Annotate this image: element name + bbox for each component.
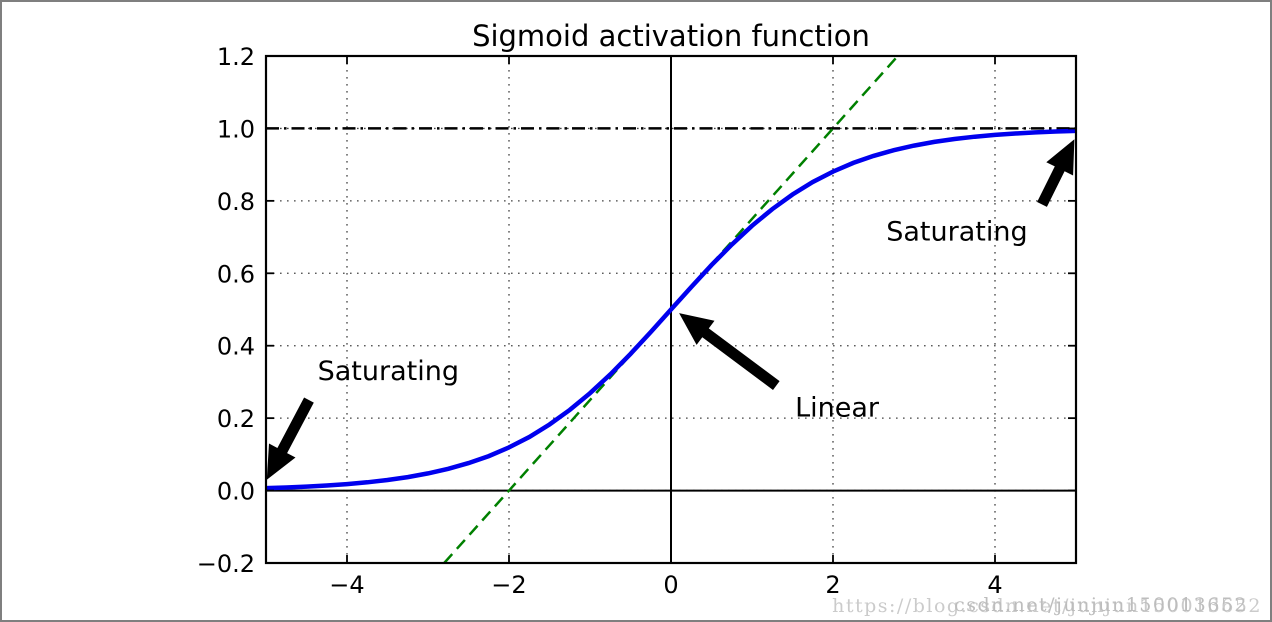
x-tick-label: 4	[987, 571, 1002, 599]
annotation-label: Saturating	[886, 217, 1027, 248]
sigmoid-line	[265, 128, 1077, 491]
y-tick-label: 0.0	[217, 478, 255, 506]
chart-title: Sigmoid activation function	[472, 19, 870, 53]
annotation-label: Linear	[795, 392, 880, 423]
x-tick-label: −2	[491, 571, 526, 599]
annotation-label: Saturating	[318, 356, 459, 387]
y-tick-label: 0.8	[217, 188, 255, 216]
x-tick-label: 0	[663, 571, 678, 599]
watermark-url-text: https://blog.csdn.net/junjun150013652	[832, 595, 1262, 617]
y-tick-label: 0.2	[217, 405, 255, 433]
watermark: https://blog.csdn.net/junjun150013652 cs…	[832, 594, 1262, 617]
y-tick-label: 1.2	[217, 43, 255, 71]
y-tick-label: −0.2	[197, 550, 255, 578]
annotations-layer: Saturating Linear Saturating	[266, 139, 1075, 480]
annotation-arrow	[679, 313, 780, 390]
watermark-overlay-text: csdn.net/junjun150013652	[954, 594, 1248, 616]
annotation-arrow	[266, 397, 314, 480]
axes-layer: −4 −2 0 2 4 −0.2 0.0 0.2 0.4 0.6 0.8 1.0 1.2	[197, 43, 1078, 599]
x-tick-label: 2	[825, 571, 840, 599]
annotation-arrow	[1037, 139, 1075, 207]
y-tick-label: 1.0	[217, 115, 255, 143]
y-tick-label: 0.4	[217, 333, 255, 361]
x-tick-label: −4	[329, 571, 364, 599]
series-layer	[265, 55, 1077, 564]
y-tick-label: 0.6	[217, 260, 255, 288]
